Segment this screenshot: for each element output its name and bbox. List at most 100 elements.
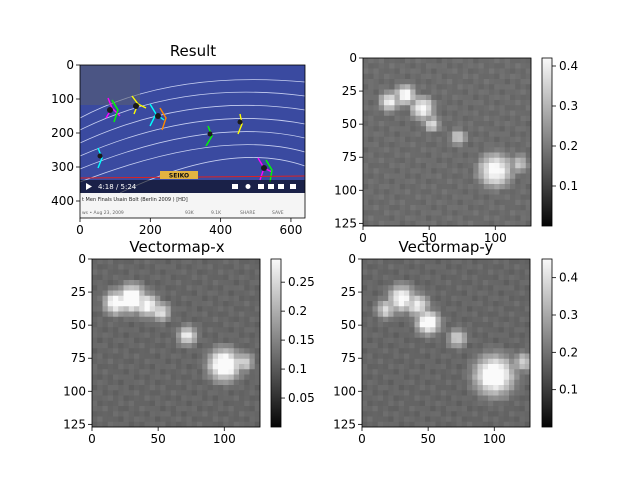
- heatmap-cell: [409, 374, 415, 381]
- heatmap-cell: [447, 79, 453, 85]
- heatmap-cell: [197, 311, 203, 318]
- heatmap-cell: [510, 63, 516, 69]
- heatmap-cell: [410, 163, 416, 169]
- heatmap-cell: [388, 337, 394, 344]
- heatmap-cell: [212, 327, 219, 333]
- heatmap-cell: [363, 220, 369, 227]
- heatmap-cell: [373, 189, 380, 195]
- heatmap-cell: [384, 63, 390, 69]
- heatmap-cell: [134, 269, 140, 276]
- heatmap-cell: [451, 259, 457, 265]
- heatmap-cell: [410, 136, 416, 143]
- x-tick-label: 100: [483, 432, 506, 446]
- heatmap-cell: [509, 421, 515, 428]
- heatmap-cell: [367, 390, 373, 396]
- heatmap-cell: [160, 406, 166, 412]
- heatmap-cell: [415, 115, 422, 122]
- heatmap-cell: [165, 311, 172, 318]
- heatmap-cell: [123, 306, 130, 312]
- heatmap-cell: [431, 157, 437, 164]
- heatmap-cell: [97, 406, 103, 412]
- heatmap-cell: [478, 199, 485, 206]
- heatmap-cell: [404, 348, 410, 354]
- heatmap-cell: [447, 73, 453, 80]
- heatmap-cell: [473, 163, 479, 169]
- heatmap-cell: [483, 136, 490, 143]
- heatmap-cell: [128, 322, 135, 328]
- heatmap-cell: [249, 379, 256, 386]
- heatmap-cell: [367, 348, 373, 354]
- heatmap-cell: [388, 295, 394, 302]
- heatmap-cell: [456, 364, 463, 370]
- heatmap-cell: [435, 290, 442, 297]
- heatmap-cell: [514, 280, 520, 286]
- heatmap-cell: [197, 280, 203, 286]
- heatmap-cell: [410, 63, 416, 69]
- heatmap-cell: [510, 84, 516, 90]
- heatmap-cell: [160, 259, 166, 265]
- heatmap-cell: [447, 194, 453, 201]
- heatmap-cell: [503, 379, 510, 386]
- heatmap-cell: [388, 416, 394, 423]
- heatmap-cell: [170, 316, 177, 323]
- heatmap-cell: [228, 269, 235, 276]
- heatmap-cell: [233, 364, 240, 370]
- heatmap-cell: [520, 220, 527, 227]
- heatmap-cell: [97, 327, 103, 333]
- heatmap-cell: [367, 322, 373, 328]
- heatmap-cell: [378, 220, 385, 227]
- heatmap-cell: [473, 110, 479, 117]
- heatmap-cell: [139, 316, 145, 323]
- heatmap-cell: [181, 285, 187, 291]
- heatmap-cell: [472, 395, 478, 402]
- heatmap-cell: [404, 369, 410, 375]
- heatmap-cell: [468, 63, 474, 69]
- heatmap-cell: [176, 406, 182, 412]
- heatmap-cell: [186, 343, 193, 349]
- heatmap-cell: [123, 264, 130, 270]
- heatmap-cell: [92, 264, 98, 270]
- heatmap-cell: [128, 285, 135, 291]
- heatmap-cell: [207, 374, 214, 381]
- heatmap-cell: [373, 110, 380, 117]
- heatmap-cell: [509, 264, 515, 270]
- heatmap-cell: [425, 390, 431, 396]
- heatmap-cell: [405, 178, 411, 185]
- heatmap-cell: [92, 259, 98, 265]
- heatmap-cell: [176, 259, 182, 265]
- heatmap-cell: [388, 374, 394, 381]
- colorbar-tick-label: 0.15: [288, 333, 315, 347]
- heatmap-cell: [218, 416, 224, 423]
- heatmap-cell: [420, 178, 427, 185]
- heatmap-cell: [520, 121, 527, 127]
- heatmap-cell: [441, 73, 448, 80]
- heatmap-cell: [92, 364, 98, 370]
- heatmap-cell: [519, 348, 526, 354]
- heatmap-cell: [478, 215, 485, 222]
- heatmap-cell: [377, 343, 384, 349]
- heatmap-cell: [378, 68, 385, 75]
- heatmap-cell: [123, 395, 130, 402]
- heatmap-cell: [186, 337, 193, 344]
- heatmap-cell: [97, 343, 103, 349]
- heatmap-cell: [468, 68, 474, 75]
- heatmap-cell: [440, 369, 447, 375]
- heatmap-cell: [462, 63, 469, 69]
- heatmap-cell: [420, 115, 427, 122]
- heatmap-cell: [446, 274, 452, 281]
- heatmap-cell: [102, 264, 109, 270]
- heatmap-cell: [467, 343, 473, 349]
- heatmap-cell: [468, 220, 474, 227]
- heatmap-cell: [373, 173, 380, 180]
- heatmap-cell: [462, 147, 469, 153]
- heatmap-cell: [504, 136, 511, 143]
- heatmap-cell: [170, 295, 177, 302]
- heatmap-cell: [410, 84, 416, 90]
- heatmap-cell: [160, 358, 166, 365]
- heatmap-cell: [393, 332, 400, 339]
- heatmap-cell: [419, 416, 426, 423]
- heatmap-cell: [218, 353, 224, 360]
- heatmap-cell: [457, 110, 464, 117]
- heatmap-cell: [477, 395, 484, 402]
